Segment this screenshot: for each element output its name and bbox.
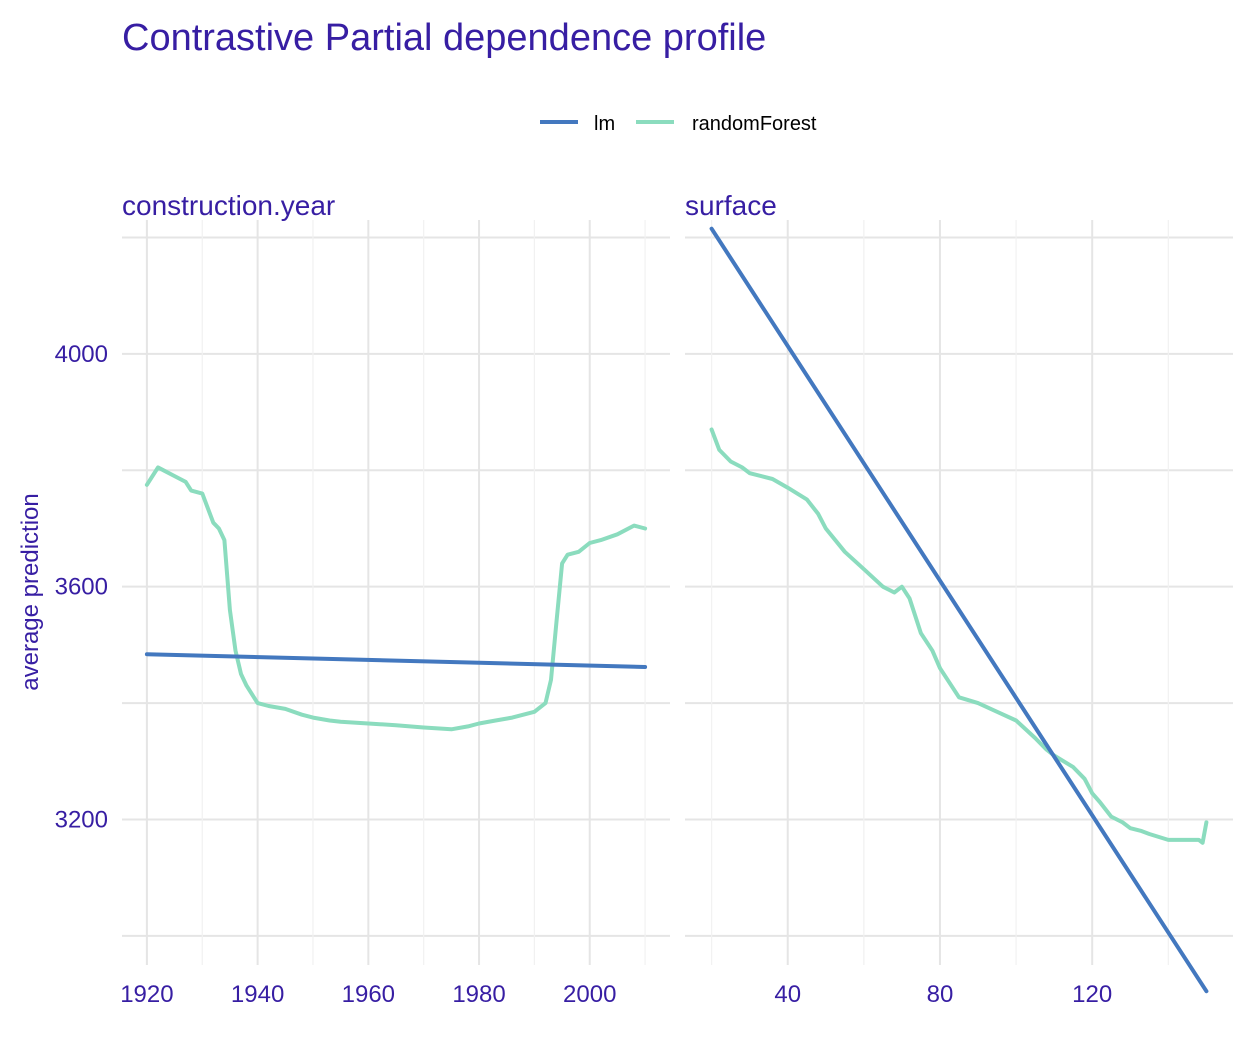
series-line-randomforest [144,465,648,732]
series-line-randomforest [709,427,1209,845]
y-tick-label: 3600 [55,574,108,601]
x-tick-label: 80 [927,981,954,1008]
chart-title: Contrastive Partial dependence profile [122,17,766,59]
legend-label-lm: lm [594,113,615,135]
x-tick-label: 120 [1072,981,1112,1008]
x-tick-label: 1960 [342,981,395,1008]
gridlines [685,220,1233,965]
facet-surface: surface 40 80 120 [685,190,1233,1008]
y-tick-label: 4000 [55,341,108,368]
legend: lm randomForest [540,113,817,135]
facet-title-surface: surface [685,190,777,221]
x-tick-label: 1980 [452,981,505,1008]
facet-construction-year: construction.year 1920 1940 1960 1980 2000 [120,190,670,1008]
legend-label-randomforest: randomForest [692,113,817,135]
facet-title-construction-year: construction.year [122,190,335,221]
x-tick-label: 2000 [563,981,616,1008]
x-tick-label: 1920 [120,981,173,1008]
y-tick-label: 3200 [55,806,108,833]
y-axis-ticks: 3200 3600 4000 [55,341,108,834]
series-line-lm [144,652,648,669]
x-tick-label: 1940 [231,981,284,1008]
series-line-lm [709,226,1209,994]
x-tick-label: 40 [774,981,801,1008]
y-axis-label: average prediction [17,493,44,690]
gridlines [122,220,670,965]
